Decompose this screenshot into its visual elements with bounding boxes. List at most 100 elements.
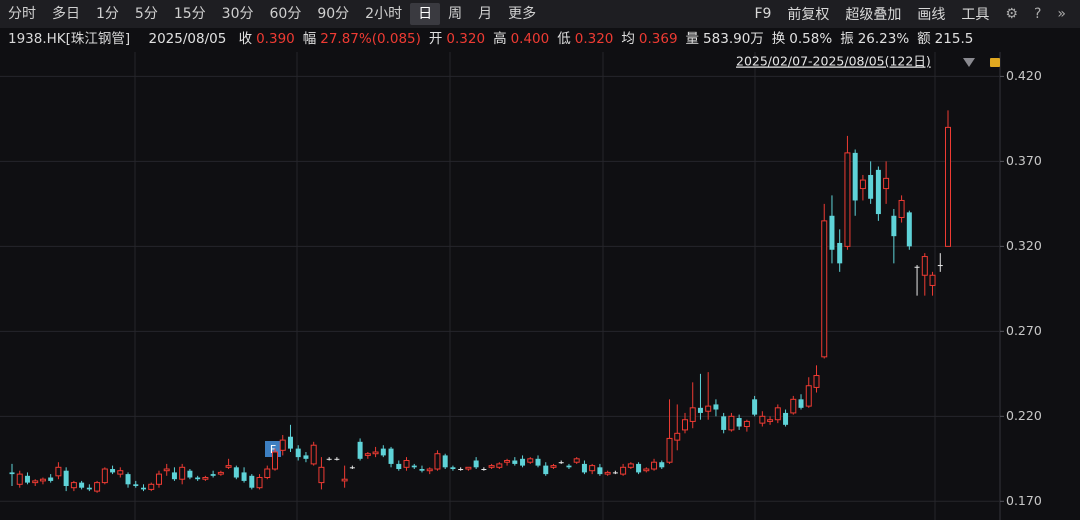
candle-body xyxy=(24,475,30,483)
candle-body xyxy=(187,470,193,478)
date: 2025/08/05 xyxy=(148,31,227,47)
candle-body xyxy=(241,472,247,481)
period-button[interactable]: 周 xyxy=(448,6,463,22)
tool-button[interactable]: 工具 xyxy=(961,7,990,23)
candle-body xyxy=(937,265,943,267)
candle-body xyxy=(225,465,232,468)
period-button[interactable]: 分时 xyxy=(8,6,36,22)
candle-body xyxy=(520,458,526,466)
candle-body xyxy=(558,462,564,464)
candle-body xyxy=(125,474,131,485)
candle-body xyxy=(357,441,363,459)
icon-button[interactable]: ? xyxy=(1033,6,1042,22)
candle-body xyxy=(63,470,69,487)
candle-body xyxy=(829,215,835,250)
candle-body xyxy=(837,242,843,264)
candle-body xyxy=(141,487,147,490)
tool-button[interactable]: 前复权 xyxy=(787,7,830,23)
field-value: 0.58% xyxy=(789,31,833,47)
period-button[interactable]: 2小时 xyxy=(365,6,403,22)
candle-body xyxy=(79,482,85,488)
candle-body xyxy=(859,179,866,190)
candle-body xyxy=(898,199,905,218)
candle-body xyxy=(341,478,348,482)
field-value: 0.369 xyxy=(638,31,678,47)
period-button[interactable]: 日 xyxy=(410,3,441,25)
candle-body xyxy=(620,466,627,475)
candle-body xyxy=(272,451,279,470)
tool-button[interactable]: F9 xyxy=(754,6,772,22)
candle-body xyxy=(813,375,820,388)
candle-body xyxy=(627,463,634,468)
tool-button[interactable]: 画线 xyxy=(917,7,946,23)
candle-body xyxy=(659,462,665,468)
candle-body xyxy=(264,468,271,479)
candle-body xyxy=(32,480,39,484)
field-key: 收 xyxy=(238,31,253,47)
candle-body xyxy=(713,404,719,410)
candle-body xyxy=(411,465,417,468)
y-tick-label: 0.270 xyxy=(1006,323,1042,338)
period-button[interactable]: 月 xyxy=(478,6,493,22)
candle-body xyxy=(945,126,951,247)
candle-body xyxy=(148,483,155,490)
candle-body xyxy=(179,466,186,480)
period-button[interactable]: 多日 xyxy=(52,6,80,22)
candle-body xyxy=(790,398,797,414)
candle-body xyxy=(543,465,549,475)
candle-body xyxy=(705,405,712,412)
candle-body xyxy=(473,460,479,468)
candle-body xyxy=(70,482,77,489)
candle-body xyxy=(821,220,828,358)
candle-body xyxy=(504,460,511,463)
period-button[interactable]: 60分 xyxy=(269,6,302,22)
candle-body xyxy=(163,468,170,472)
candle-body xyxy=(101,468,108,484)
candle-body xyxy=(721,416,727,430)
candle-body xyxy=(891,215,897,237)
candle-body xyxy=(767,419,774,422)
candle-body xyxy=(774,407,781,421)
candle-body xyxy=(155,473,162,485)
field-value: 0.390 xyxy=(256,31,295,47)
candle-body xyxy=(202,477,209,480)
candle-body xyxy=(597,467,603,475)
field-key: 均 xyxy=(621,31,635,47)
candle-body xyxy=(318,466,325,484)
candle-body xyxy=(759,415,766,424)
icon-button[interactable]: » xyxy=(1057,6,1066,22)
tool-button[interactable]: 超级叠加 xyxy=(845,7,902,23)
candle-body xyxy=(689,407,696,422)
candle-body xyxy=(195,477,201,480)
candle-body xyxy=(86,487,92,490)
period-button[interactable]: 90分 xyxy=(317,6,350,22)
period-button[interactable]: 5分 xyxy=(134,6,158,22)
candle-body xyxy=(39,478,46,482)
candle-body xyxy=(349,467,355,469)
vertical-grid xyxy=(134,52,1001,520)
field-key: 高 xyxy=(493,31,507,47)
candle-body xyxy=(171,472,177,480)
toolbar-right: F9 前复权 超级叠加 画线 工具 ⚙? » xyxy=(746,0,1074,28)
period-button[interactable]: 30分 xyxy=(221,6,254,22)
candle-body xyxy=(303,455,309,459)
candle-body xyxy=(844,152,851,247)
candle-body xyxy=(295,448,301,458)
candle-body xyxy=(419,469,425,471)
candle-body xyxy=(875,169,881,215)
candle-body xyxy=(728,415,735,431)
icon-button[interactable]: ⚙ xyxy=(1005,6,1018,22)
field-key: 振 xyxy=(840,31,854,47)
period-button[interactable]: 更多 xyxy=(508,6,537,22)
field-key: 低 xyxy=(557,31,571,47)
symbol: 1938.HK[珠江钢管] xyxy=(8,31,131,47)
candle-body xyxy=(364,453,371,456)
candle-body xyxy=(921,256,928,276)
period-button[interactable]: 15分 xyxy=(173,6,206,22)
period-button[interactable]: 1分 xyxy=(96,6,119,22)
candle-body xyxy=(612,472,618,474)
candle-body xyxy=(133,484,139,487)
candle-body xyxy=(210,474,216,476)
candle-body xyxy=(604,471,611,475)
